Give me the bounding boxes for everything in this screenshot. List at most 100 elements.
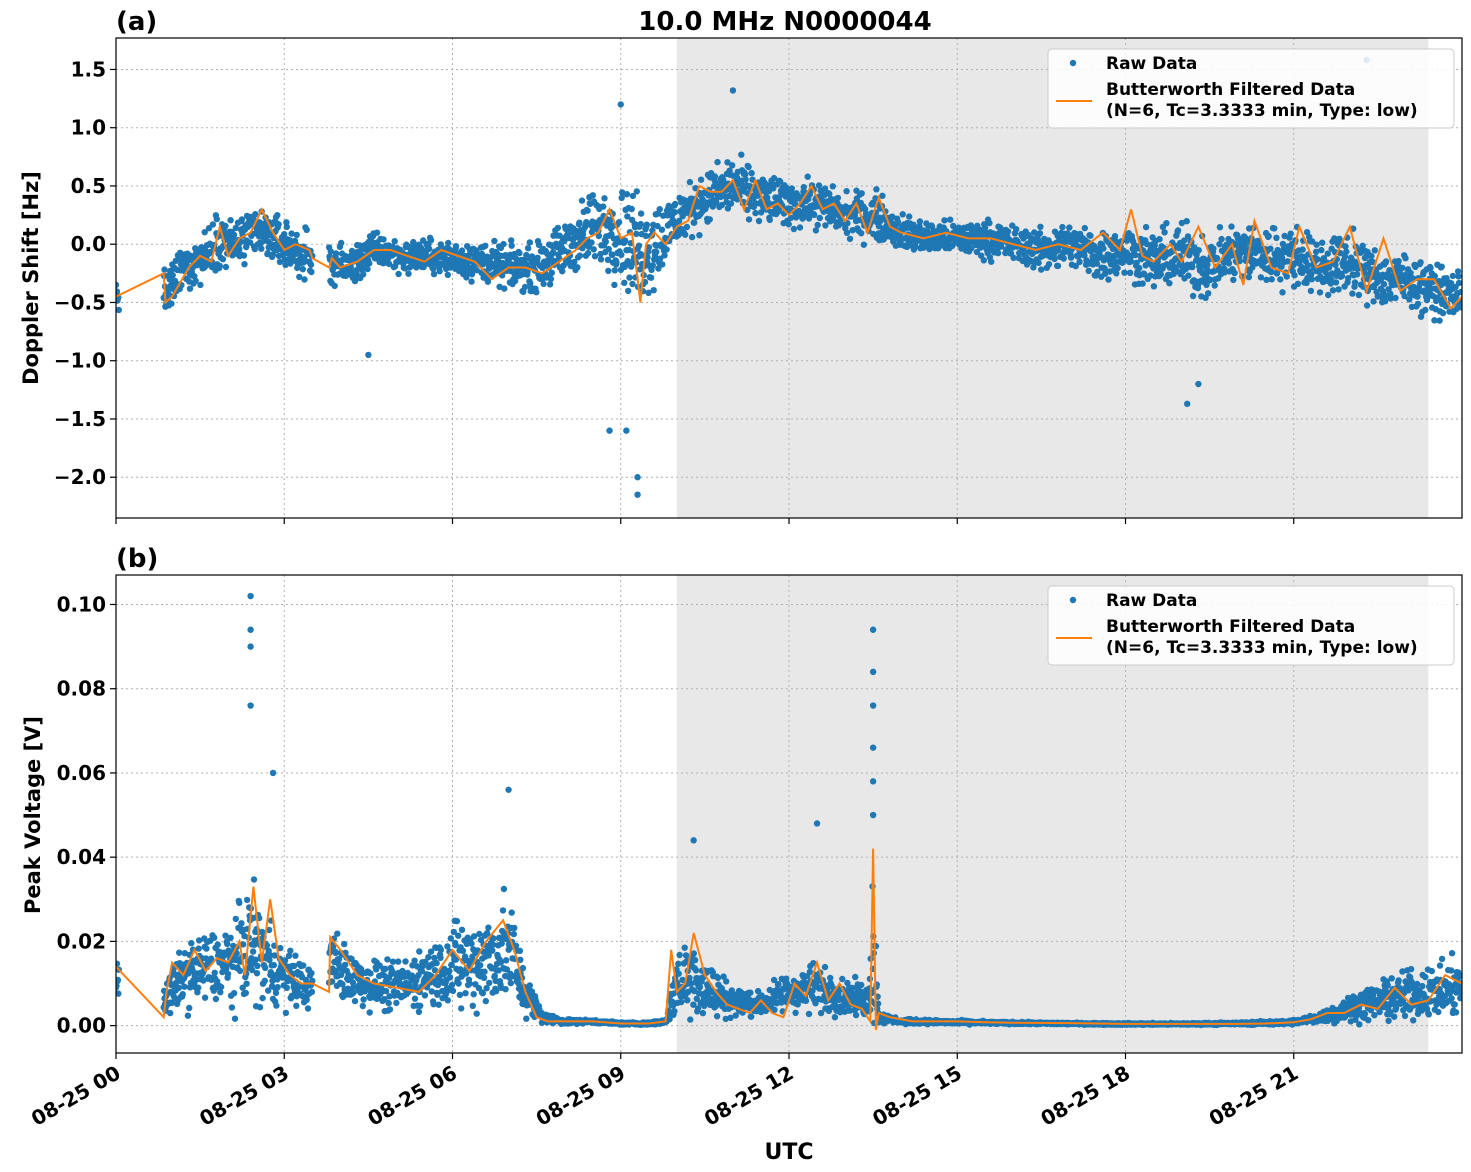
raw-point	[468, 271, 476, 278]
raw-point	[307, 261, 315, 268]
raw-point	[829, 183, 836, 190]
raw-point	[706, 216, 713, 223]
raw-point	[266, 951, 274, 959]
raw-point	[290, 962, 298, 970]
raw-point	[661, 252, 668, 259]
raw-point	[852, 973, 859, 981]
raw-point	[411, 957, 418, 964]
raw-point	[1438, 263, 1445, 270]
raw-point	[427, 237, 435, 244]
raw-point	[1166, 280, 1173, 287]
raw-point	[723, 978, 730, 985]
ylabel-voltage: Peak Voltage [V]	[21, 716, 45, 914]
raw-point	[822, 222, 829, 229]
raw-point	[787, 214, 795, 222]
raw-point	[681, 944, 688, 951]
raw-point	[628, 205, 635, 213]
raw-point	[459, 947, 467, 954]
raw-point	[444, 271, 451, 279]
raw-point	[817, 1009, 825, 1017]
raw-point	[331, 282, 338, 290]
raw-point	[243, 980, 250, 987]
y-tick-label: 1.0	[71, 116, 106, 140]
raw-point	[1211, 282, 1218, 289]
raw-point	[1457, 288, 1462, 296]
raw-point	[816, 214, 823, 222]
raw-point	[1431, 317, 1438, 324]
raw-point	[1359, 242, 1366, 249]
raw-point	[714, 974, 722, 981]
raw-point	[286, 237, 293, 244]
raw-point	[663, 246, 670, 253]
raw-point	[511, 924, 518, 932]
raw-point	[273, 1002, 280, 1009]
raw-point	[437, 946, 445, 954]
raw-point	[561, 237, 568, 245]
raw-point	[899, 211, 906, 218]
raw-point	[1060, 255, 1067, 262]
raw-point	[507, 979, 514, 987]
raw-point	[470, 991, 477, 998]
raw-point	[214, 978, 221, 985]
raw-point	[758, 992, 765, 999]
raw-point	[814, 221, 821, 229]
raw-point	[1374, 271, 1381, 278]
raw-point	[483, 985, 490, 992]
raw-point	[179, 991, 186, 998]
raw-point	[1387, 290, 1394, 298]
raw-point	[623, 191, 631, 198]
raw-point	[613, 259, 620, 266]
raw-point	[1157, 271, 1165, 278]
raw-point	[980, 257, 987, 264]
raw-point	[654, 222, 661, 230]
raw-point	[1114, 264, 1121, 272]
raw-point	[642, 232, 650, 240]
raw-point	[713, 198, 720, 206]
raw-point	[243, 243, 250, 251]
raw-point	[1268, 276, 1275, 283]
raw-point	[718, 201, 725, 209]
raw-point	[827, 974, 834, 982]
raw-point	[520, 288, 527, 295]
raw-point	[889, 213, 896, 220]
raw-point	[217, 983, 225, 991]
raw-point	[548, 269, 555, 276]
raw-point	[846, 235, 854, 242]
raw-point	[656, 206, 663, 213]
raw-point	[223, 965, 230, 972]
raw-point	[486, 979, 493, 987]
raw-point	[1455, 279, 1462, 287]
raw-point	[300, 962, 307, 969]
raw-point	[455, 932, 462, 939]
raw-point	[308, 969, 315, 977]
raw-point	[367, 970, 374, 977]
raw-point	[498, 940, 505, 947]
raw-point	[481, 968, 488, 975]
raw-point	[588, 239, 595, 246]
raw-point	[222, 263, 230, 271]
raw-point	[437, 954, 444, 961]
raw-point	[727, 1014, 734, 1021]
raw-point	[696, 984, 703, 991]
raw-point	[458, 247, 466, 254]
raw-point	[269, 977, 276, 984]
raw-point	[699, 1009, 707, 1017]
raw-point	[821, 963, 829, 971]
raw-point	[450, 928, 457, 936]
raw-point	[659, 261, 666, 268]
raw-point	[754, 987, 762, 995]
raw-point	[1216, 224, 1224, 231]
raw-point	[1174, 227, 1182, 234]
raw-point	[1308, 270, 1315, 277]
raw-point	[1127, 258, 1135, 265]
raw-point	[329, 943, 337, 950]
raw-point	[417, 244, 425, 252]
raw-point	[629, 192, 637, 200]
raw-point	[195, 937, 203, 944]
raw-point	[282, 1009, 290, 1017]
raw-point	[381, 996, 388, 1003]
raw-point	[1193, 256, 1201, 263]
raw-point	[634, 474, 641, 481]
legend-label-filtered: Butterworth Filtered Data	[1106, 80, 1355, 100]
raw-point	[604, 256, 612, 263]
